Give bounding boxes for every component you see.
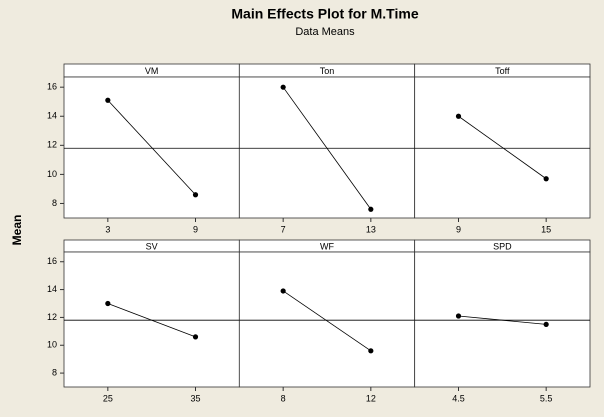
panel-title: VM: [145, 66, 159, 76]
effect-point: [455, 313, 462, 319]
x-tick-label: 25: [103, 393, 113, 403]
effect-point: [280, 84, 286, 90]
chart-subtitle: Data Means: [295, 26, 355, 38]
panel: [238, 251, 416, 388]
effect-line: [282, 86, 372, 210]
effect-point: [280, 288, 286, 294]
effect-point: [192, 334, 199, 340]
y-tick-label: 12: [47, 140, 57, 150]
x-tick-label: 13: [366, 224, 376, 234]
y-tick-label: 16: [47, 82, 57, 92]
panel-title: Ton: [320, 66, 335, 76]
panel: [238, 76, 416, 219]
panel: [63, 251, 240, 388]
effect-point: [368, 348, 374, 354]
x-tick-label: 7: [281, 224, 286, 234]
x-tick-label: 8: [281, 393, 286, 403]
effect-line: [107, 99, 196, 196]
panel-title: SV: [146, 241, 158, 251]
y-tick-label: 10: [47, 340, 57, 350]
x-tick-label: 9: [456, 224, 461, 234]
y-tick-label: 14: [47, 284, 57, 294]
x-tick-label: 3: [105, 224, 110, 234]
effect-point: [455, 113, 462, 119]
effect-point: [368, 206, 374, 212]
x-tick-label: 5.5: [540, 393, 553, 403]
y-tick-label: 12: [47, 312, 57, 322]
effect-line: [458, 315, 547, 325]
x-tick-label: 9: [193, 224, 198, 234]
y-tick-label: 8: [52, 198, 57, 208]
effect-line: [282, 290, 372, 352]
y-axis-label: Mean: [10, 215, 24, 246]
chart-title: Main Effects Plot for M.Time: [231, 6, 418, 22]
effect-point: [192, 192, 199, 198]
effect-line: [107, 303, 196, 338]
x-tick-label: 12: [366, 393, 376, 403]
effect-point: [543, 321, 549, 327]
effect-line: [458, 115, 547, 180]
panel-title: SPD: [493, 241, 512, 251]
panel-title: WF: [320, 241, 334, 251]
effect-point: [105, 300, 111, 307]
y-tick-label: 14: [47, 111, 57, 121]
panel-title: Toff: [495, 66, 510, 76]
x-tick-label: 15: [541, 224, 551, 234]
x-tick-label: 4.5: [452, 393, 465, 403]
x-tick-label: 35: [190, 393, 200, 403]
y-tick-label: 10: [47, 169, 57, 179]
y-tick-label: 16: [47, 256, 57, 266]
panel: [414, 251, 591, 388]
effect-point: [105, 97, 111, 103]
effect-point: [543, 176, 549, 182]
y-tick-label: 8: [52, 367, 57, 377]
